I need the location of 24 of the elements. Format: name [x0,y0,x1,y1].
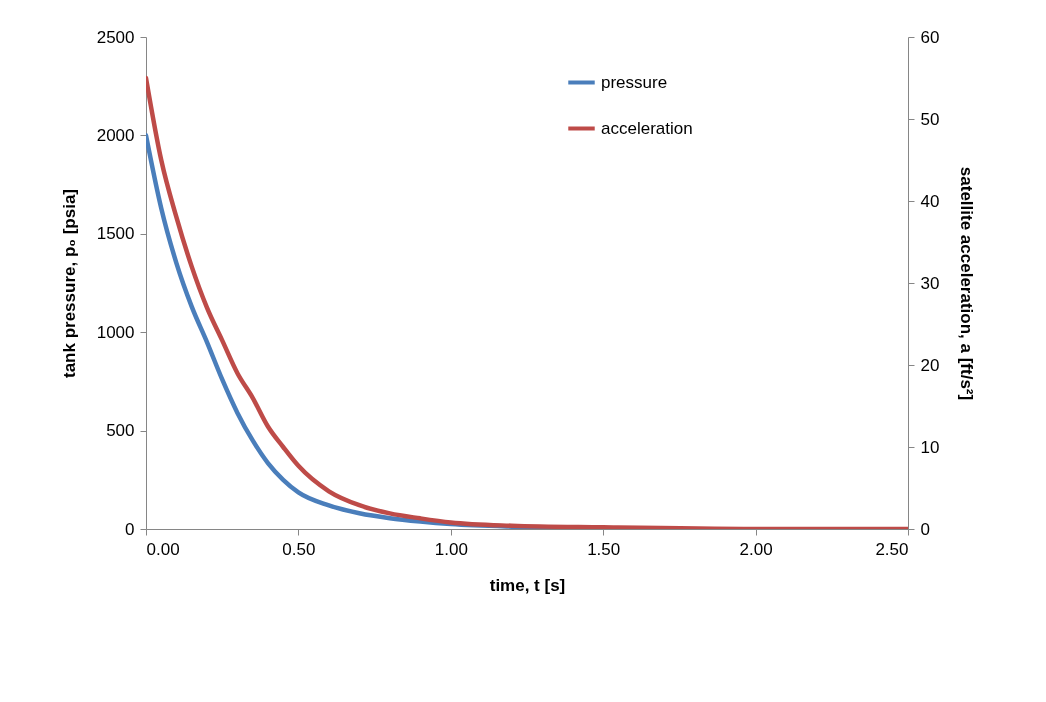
y-tick-label: 1000 [96,322,135,342]
y-tick-label: 1500 [96,224,135,244]
y-axis-title: tank pressure, p₀ [psia] [59,188,79,379]
y2-tick-label: 30 [920,273,940,293]
x-tick-label: 1.50 [587,539,621,559]
y2-tick-label: 60 [920,27,940,47]
legend-label: pressure [601,72,668,92]
legend-label: acceleration [601,118,693,138]
y2-tick-label: 10 [920,437,940,457]
x-tick-label: 0.50 [282,539,316,559]
y-tick-label: 2500 [96,27,135,47]
x-axis-title: time, t [s] [489,575,566,595]
y-tick-label: 2000 [96,125,135,145]
x-tick-label: 2.00 [739,539,773,559]
y2-tick-label: 20 [920,355,940,375]
y2-tick-label: 40 [920,191,940,211]
x-tick-label: 2.50 [875,539,909,559]
x-tick-label: 1.00 [434,539,468,559]
y2-tick-label: 50 [920,109,940,129]
y-tick-label: 0 [125,519,135,539]
y2-tick-label: 0 [920,519,930,539]
x-tick-label: 0.00 [146,539,180,559]
y-tick-label: 500 [106,421,135,441]
y2-axis-title: satellite acceleration, a [ft/s²] [957,166,977,401]
